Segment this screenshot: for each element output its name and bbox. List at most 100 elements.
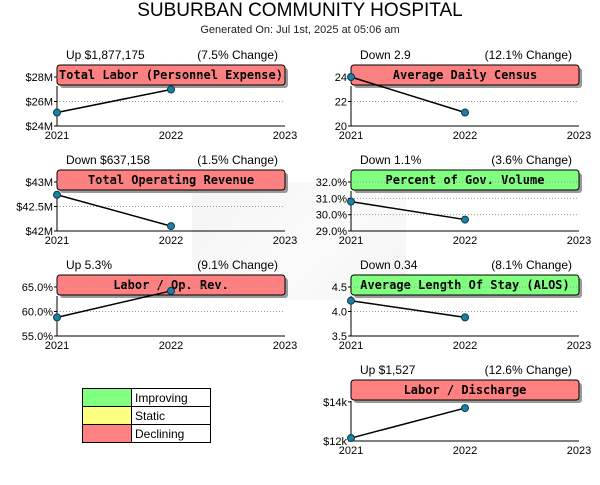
change-amount: Up 5.3% bbox=[66, 258, 112, 272]
legend-label: Static bbox=[131, 406, 211, 425]
series-line bbox=[350, 299, 466, 319]
series-line bbox=[350, 407, 466, 439]
data-point bbox=[167, 222, 175, 231]
x-tick-label: 2022 bbox=[453, 235, 477, 247]
y-tick-label: 31.0% bbox=[316, 193, 347, 205]
x-tick-label: 2023 bbox=[567, 130, 591, 142]
y-tick-label: 65.0% bbox=[22, 282, 53, 294]
x-tick-label: 2021 bbox=[339, 130, 363, 142]
legend-swatch-improving bbox=[82, 388, 132, 407]
y-tick-label: 30.0% bbox=[316, 210, 347, 222]
x-tick-label: 2023 bbox=[273, 340, 297, 352]
y-tick-label: 20 bbox=[335, 121, 347, 133]
y-tick-label: 4.0 bbox=[332, 307, 347, 319]
y-tick-label: 29.0% bbox=[316, 226, 347, 238]
generated-timestamp: Generated On: Jul 1st, 2025 at 05:06 am bbox=[200, 24, 400, 36]
y-tick-label: 60.0% bbox=[22, 307, 53, 319]
change-percent: (9.1% Change) bbox=[197, 258, 278, 272]
chart-title: Labor / Discharge bbox=[404, 383, 527, 397]
chart-title: Total Operating Revenue bbox=[88, 173, 254, 187]
legend-swatch-static bbox=[82, 406, 132, 425]
change-amount: Down 1.1% bbox=[360, 153, 422, 167]
title-banner bbox=[56, 64, 286, 86]
series-line bbox=[350, 76, 466, 114]
chart-title: Average Daily Census bbox=[393, 68, 538, 82]
chart-panel: Up 5.3% (9.1% Change) Labor / Op. Rev. 65.0… bbox=[8, 255, 298, 380]
x-tick-label: 2021 bbox=[339, 340, 363, 352]
change-percent: (1.5% Change) bbox=[197, 153, 278, 167]
x-tick-label: 2022 bbox=[159, 235, 183, 247]
legend-label: Improving bbox=[131, 388, 211, 407]
change-percent: (12.6% Change) bbox=[485, 363, 572, 377]
title-banner bbox=[350, 379, 580, 401]
y-tick-label: $42.5M bbox=[16, 202, 53, 214]
legend-label: Declining bbox=[131, 424, 211, 443]
x-tick-label: 2022 bbox=[453, 340, 477, 352]
x-tick-label: 2021 bbox=[339, 445, 363, 457]
status-legend: Improving Static Declining bbox=[82, 388, 211, 443]
change-percent: (8.1% Change) bbox=[491, 258, 572, 272]
data-point bbox=[461, 313, 469, 322]
line-chart: Down $637,158 (1.5% Change) Total Operatin… bbox=[16, 153, 297, 247]
series-line bbox=[56, 290, 172, 319]
data-point bbox=[347, 296, 355, 305]
title-banner bbox=[350, 274, 580, 296]
y-tick-label: 24 bbox=[335, 72, 347, 84]
line-chart: Up $1,527 (12.6% Change) Labor / Discharge… bbox=[323, 363, 591, 457]
data-point bbox=[347, 434, 355, 443]
chart-panel: Up $1,877,175 (7.5% Change) Total Labor (P… bbox=[8, 45, 298, 170]
y-tick-label: $24M bbox=[25, 121, 53, 133]
line-chart: Down 2.9 (12.1% Change) Average Daily Cens… bbox=[335, 48, 591, 142]
report-title: SUBURBAN COMMUNITY HOSPITAL bbox=[137, 0, 463, 21]
line-chart: Down 1.1% (3.6% Change) Percent of Gov. Vo… bbox=[316, 153, 591, 247]
series-line bbox=[350, 200, 466, 221]
data-point bbox=[461, 108, 469, 117]
change-percent: (12.1% Change) bbox=[485, 48, 572, 62]
data-point bbox=[53, 108, 61, 117]
y-tick-label: $43M bbox=[25, 177, 53, 189]
chart-panel: Up $1,527 (12.6% Change) Labor / Discharge… bbox=[302, 360, 592, 485]
x-tick-label: 2022 bbox=[159, 130, 183, 142]
legend-row: Declining bbox=[82, 424, 211, 443]
x-tick-label: 2023 bbox=[273, 130, 297, 142]
change-amount: Down $637,158 bbox=[66, 153, 150, 167]
legend-swatch-declining bbox=[82, 424, 132, 443]
data-point bbox=[461, 215, 469, 224]
y-tick-label: $28M bbox=[25, 72, 53, 84]
chart-title: Average Length Of Stay (ALOS) bbox=[360, 278, 570, 292]
chart-panel: Down 1.1% (3.6% Change) Percent of Gov. Vo… bbox=[302, 150, 592, 275]
x-tick-label: 2022 bbox=[453, 445, 477, 457]
x-tick-label: 2022 bbox=[159, 340, 183, 352]
data-point bbox=[347, 197, 355, 206]
legend-row: Static bbox=[82, 406, 211, 425]
change-percent: (3.6% Change) bbox=[491, 153, 572, 167]
data-point bbox=[461, 404, 469, 413]
change-amount: Up $1,877,175 bbox=[66, 48, 145, 62]
y-tick-label: $26M bbox=[25, 97, 53, 109]
data-point bbox=[167, 286, 175, 295]
x-tick-label: 2022 bbox=[453, 130, 477, 142]
x-tick-label: 2023 bbox=[567, 445, 591, 457]
x-tick-label: 2021 bbox=[45, 235, 69, 247]
x-tick-label: 2023 bbox=[273, 235, 297, 247]
data-point bbox=[53, 190, 61, 199]
change-amount: Up $1,527 bbox=[360, 363, 416, 377]
change-amount: Down 2.9 bbox=[360, 48, 411, 62]
title-banner bbox=[350, 169, 580, 191]
series-line bbox=[56, 194, 172, 227]
chart-panel: Down 0.34 (8.1% Change) Average Length Of … bbox=[302, 255, 592, 380]
line-chart: Up 5.3% (9.1% Change) Labor / Op. Rev. 65.0… bbox=[22, 258, 297, 352]
y-tick-label: 22 bbox=[335, 97, 347, 109]
x-tick-label: 2021 bbox=[45, 130, 69, 142]
y-tick-label: $14k bbox=[323, 397, 347, 409]
x-tick-label: 2021 bbox=[45, 340, 69, 352]
x-tick-label: 2023 bbox=[567, 340, 591, 352]
legend-row: Improving bbox=[82, 388, 211, 407]
x-tick-label: 2021 bbox=[339, 235, 363, 247]
chart-title: Total Labor (Personnel Expense) bbox=[59, 68, 283, 82]
line-chart: Up $1,877,175 (7.5% Change) Total Labor (P… bbox=[25, 48, 297, 142]
y-tick-label: 3.5 bbox=[332, 331, 347, 343]
y-tick-label: 32.0% bbox=[316, 177, 347, 189]
y-tick-label: $12k bbox=[323, 436, 347, 448]
title-banner bbox=[56, 274, 286, 296]
